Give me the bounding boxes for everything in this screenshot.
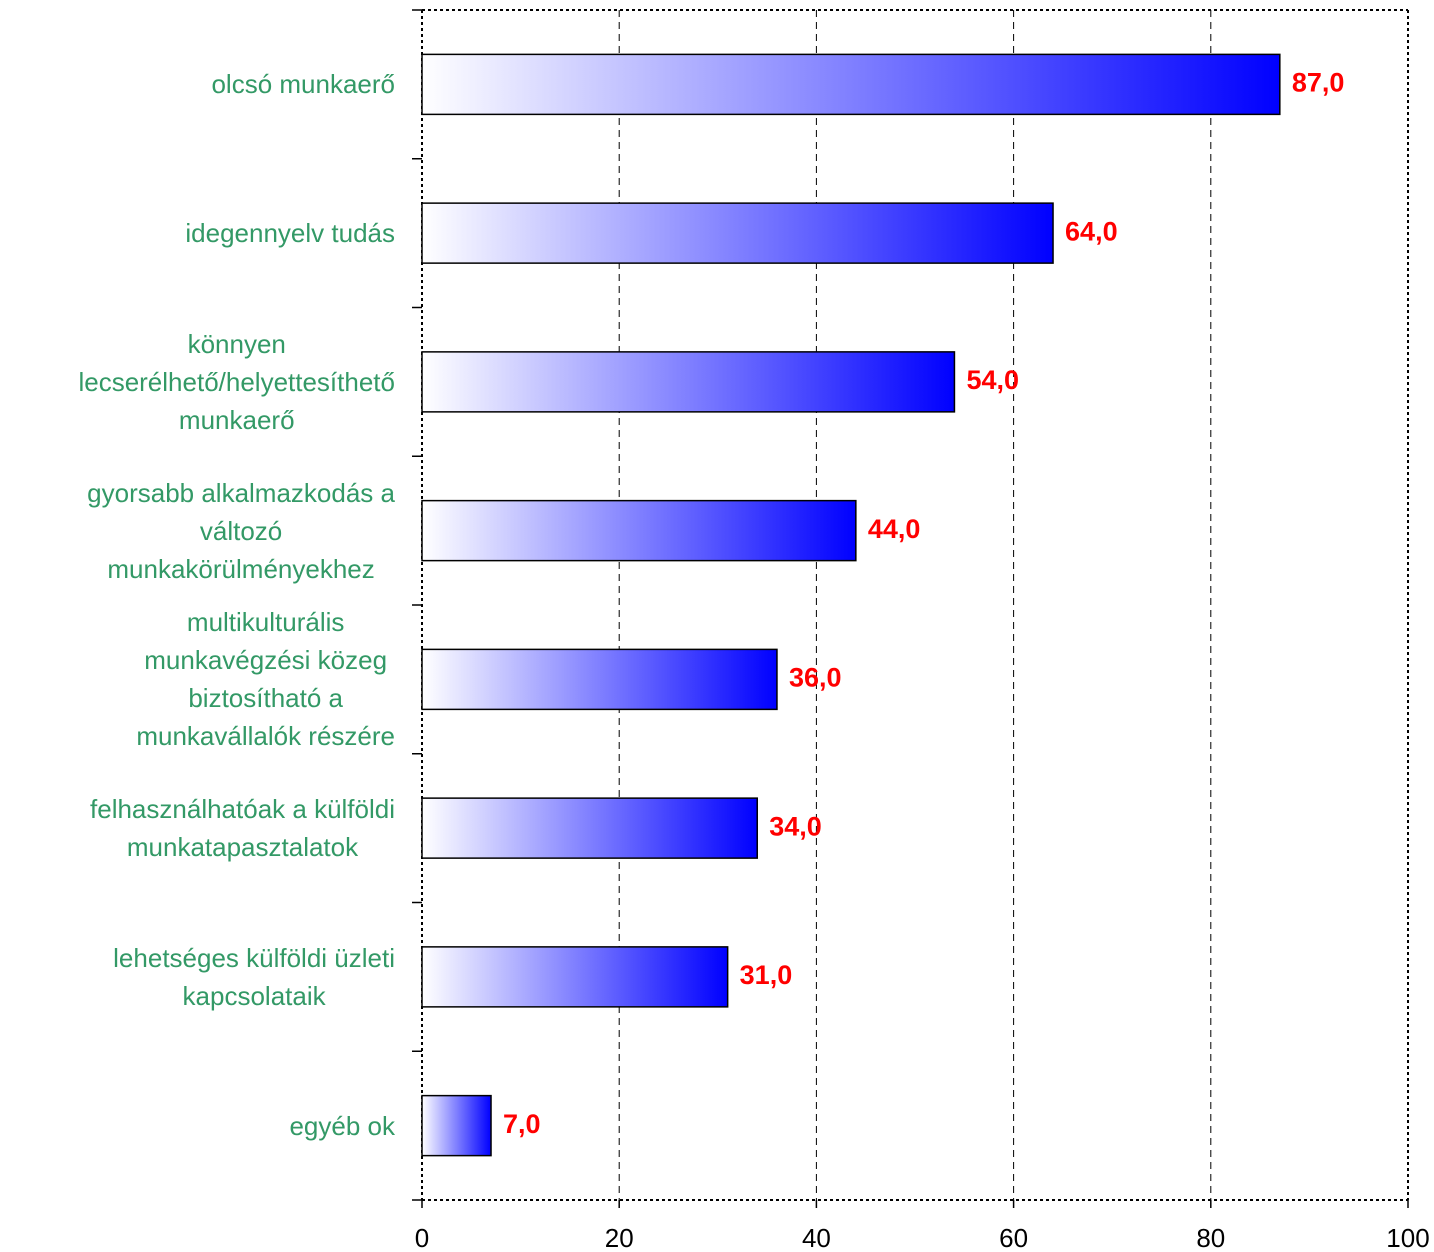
x-tick-label: 80 xyxy=(1196,1223,1225,1252)
bar xyxy=(421,202,1054,264)
value-label: 54,0 xyxy=(966,365,1019,395)
x-tick-label: 40 xyxy=(802,1223,831,1252)
bar xyxy=(421,797,758,859)
value-label: 36,0 xyxy=(789,663,842,693)
y-tick-label: olcsó munkaerő xyxy=(211,69,395,100)
value-label: 64,0 xyxy=(1065,216,1118,246)
y-tick-label: idegennyelv tudás xyxy=(185,218,395,249)
y-tick-label: gyorsabb alkalmazkodás a változó munkakö… xyxy=(87,477,395,584)
x-tick-label: 100 xyxy=(1386,1223,1429,1252)
value-label: 31,0 xyxy=(740,960,793,990)
bar xyxy=(421,946,729,1008)
bar xyxy=(421,1094,492,1157)
bar xyxy=(421,499,857,562)
y-tick-label: multikulturális munkavégzési közeg bizto… xyxy=(136,607,395,752)
bar xyxy=(421,351,956,413)
value-label: 34,0 xyxy=(769,811,822,841)
value-label: 7,0 xyxy=(503,1109,541,1139)
value-label: 87,0 xyxy=(1292,68,1345,98)
value-label: 44,0 xyxy=(868,514,921,544)
y-tick-label: felhasználhatóak a külföldi munkatapaszt… xyxy=(90,794,395,863)
y-tick-label: egyéb ok xyxy=(289,1110,395,1141)
bar xyxy=(421,53,1281,116)
x-tick-label: 20 xyxy=(605,1223,634,1252)
y-tick-label: lehetséges külföldi üzleti kapcsolataik xyxy=(113,942,395,1011)
x-tick-label: 0 xyxy=(415,1223,429,1252)
y-tick-label: könnyen lecserélhető/helyettesíthető mun… xyxy=(78,328,395,435)
bar xyxy=(421,648,778,711)
x-tick-label: 60 xyxy=(999,1223,1028,1252)
